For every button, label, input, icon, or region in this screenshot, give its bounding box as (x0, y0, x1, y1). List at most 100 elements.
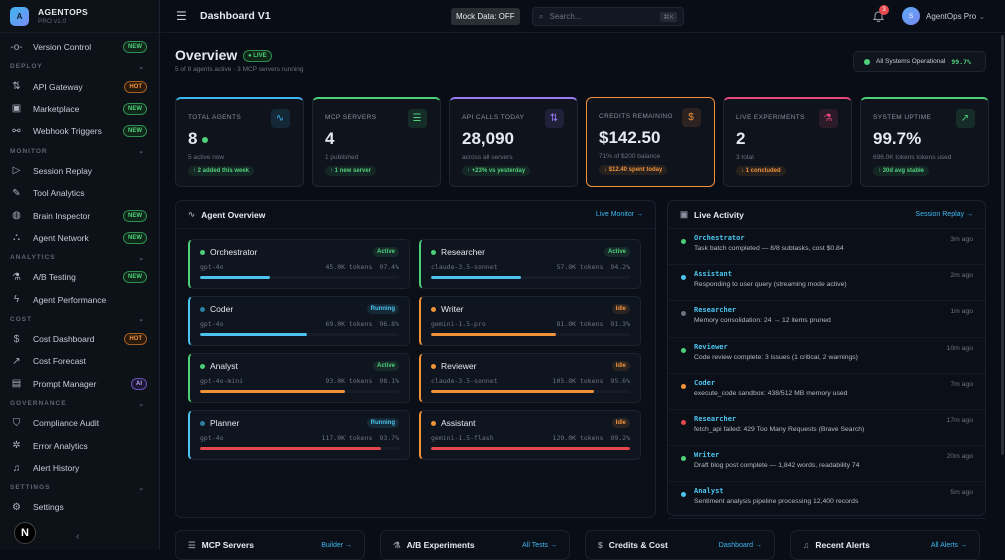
api-icon: ⇅ (544, 109, 564, 128)
topbar: ☰ Dashboard V1 Mock Data: OFF ⌕ Search..… (161, 0, 1005, 33)
activity-message: Sentiment analysis pipeline processing 1… (694, 498, 859, 506)
hot-badge: HOT (124, 80, 147, 93)
activity-item[interactable]: Orchestrator Task batch completed — 8/8 s… (668, 229, 985, 266)
sidebar-item-webhook-triggers[interactable]: ⚯ Webhook Triggers NEW (0, 120, 159, 142)
stat-subtitle: 696.0K tokens tokens used (873, 154, 952, 161)
agent-tokens: 93.0K tokens (325, 377, 373, 385)
sidebar-item-brain-inspector[interactable]: ◍ Brain Inspector NEW (0, 204, 159, 226)
sidebar-section-cost[interactable]: COST ⌄ (0, 311, 159, 328)
git-commit-icon: -o- (10, 41, 23, 53)
activity-item[interactable]: Reviewer Code review complete: 3 issues (… (668, 338, 985, 374)
stat-card-system-uptime[interactable]: SYSTEM UPTIME ↗ 99.7% 696.0K tokens toke… (860, 97, 989, 187)
collapse-sidebar-icon[interactable]: ‹ (76, 531, 80, 542)
agent-model: gpt-4o (200, 263, 224, 271)
status-dot (681, 383, 686, 389)
sidebar-item-version-control[interactable]: -o- Version Control NEW (0, 36, 159, 58)
sidebar-item-cost-forecast[interactable]: ↗ Cost Forecast (0, 350, 159, 372)
wrench-icon: ✎ (12, 187, 21, 199)
agent-card[interactable]: Analyst Active gpt-4o-mini 93.0K tokens 98.… (188, 353, 410, 403)
flask-icon: ⚗ (818, 109, 838, 128)
agent-card[interactable]: Writer Idle gemini-1.5-pro 81.0K tokens 91.… (419, 296, 641, 346)
activity-time: 20m ago (946, 453, 973, 461)
agent-card[interactable]: Assistant Idle gemini-1.5-flash 129.0K tok… (419, 410, 641, 460)
avatar[interactable]: S (902, 7, 920, 25)
activity-message: Code review complete: 3 issues (1 critic… (694, 353, 858, 361)
agent-model: gpt-4o (200, 320, 224, 328)
sidebar-item-error-analytics[interactable]: ✲ Error Analytics (0, 434, 159, 456)
live-monitor-link[interactable]: Live Monitor → (595, 211, 643, 218)
activity-message: execute_code sandbox: 438/512 MB memory … (694, 389, 848, 397)
sidebar-item-marketplace[interactable]: ▣ Marketplace NEW (0, 98, 159, 120)
sidebar-item-label: Settings (33, 502, 64, 513)
panel-link[interactable]: All Alerts → (930, 541, 967, 549)
activity-item[interactable]: Coder execute_code sandbox: 438/512 MB me… (668, 374, 985, 410)
sidebar-item-alert-history[interactable]: ♫ Alert History (0, 457, 159, 479)
activity-time: 10m ago (946, 344, 973, 352)
stat-value: 4 (325, 129, 335, 148)
agent-card[interactable]: Researcher Active claude-3.5-sonnet 57.0K … (419, 239, 641, 289)
panel-link[interactable]: Dashboard → (718, 541, 762, 549)
sidebar-item-settings[interactable]: ⚙ Settings (0, 496, 159, 518)
brand[interactable]: A AGENTOPS PRO v1.0 (0, 0, 159, 33)
agent-name: Writer (441, 304, 464, 314)
chevron-down-icon: ⌄ (138, 148, 145, 156)
stat-title: MCP SERVERS (325, 114, 377, 121)
sidebar-item-a-b-testing[interactable]: ⚗ A/B Testing NEW (0, 266, 159, 288)
activity-item[interactable]: Researcher fetch_api failed: 429 Too Many… (668, 410, 985, 447)
agent-success-rate: 99.2% (610, 434, 630, 442)
sidebar-section-monitor[interactable]: MONITOR ⌄ (0, 143, 159, 160)
activity-item[interactable]: Writer Draft blog post complete — 1,842 w… (668, 446, 985, 483)
mock-data-toggle[interactable]: Mock Data: OFF (451, 8, 520, 25)
stat-card-total-agents[interactable]: TOTAL AGENTS ∿ 8 5 active now ↑ 2 added … (175, 97, 304, 187)
server-icon: ☰ (407, 109, 427, 128)
stat-change: ↓ 1 concluded (736, 166, 786, 176)
usage-bar-fill (431, 333, 557, 336)
new-badge: NEW (123, 231, 147, 244)
sidebar-item-api-gateway[interactable]: ⇅ API Gateway HOT (0, 75, 159, 97)
activity-item[interactable]: Analyst Sentiment analysis pipeline proce… (668, 482, 985, 519)
sidebar-section-settings[interactable]: SETTINGS ⌄ (0, 479, 159, 496)
scrollbar[interactable] (1001, 35, 1004, 455)
dollar-icon: $ (13, 333, 20, 345)
sidebar-item-agent-network[interactable]: ⛬ Agent Network NEW (0, 227, 159, 249)
stat-card-credits-remaining[interactable]: CREDITS REMAINING $ $142.50 71% of $200 … (586, 97, 715, 187)
sidebar-item-session-replay[interactable]: ▷ Session Replay (0, 160, 159, 182)
sidebar-item-compliance-audit[interactable]: ⛉ Compliance Audit (0, 412, 159, 434)
menu-icon[interactable]: ☰ (176, 9, 187, 23)
status-dot (431, 420, 436, 426)
stat-change: ↑ +23% vs yesterday (462, 166, 531, 176)
sidebar-item-cost-dashboard[interactable]: $ Cost Dashboard HOT (0, 328, 159, 350)
agent-card[interactable]: Orchestrator Active gpt-4o 45.0K tokens 97.… (188, 239, 410, 289)
stat-card-mcp-servers[interactable]: MCP SERVERS ☰ 4 1 published ↑ 1 new serv… (312, 97, 441, 187)
status-badge: Running (366, 418, 399, 428)
search-input[interactable]: ⌕ Search... ⌘K (532, 7, 684, 26)
sidebar-section-governance[interactable]: GOVERNANCE ⌄ (0, 395, 159, 412)
panel-mcp-servers: ☰ MCP Servers Builder → (175, 530, 365, 560)
panel-link[interactable]: Builder → (321, 541, 352, 549)
sidebar-section-analytics[interactable]: ANALYTICS ⌄ (0, 249, 159, 266)
stat-card-api-calls-today[interactable]: API CALLS TODAY ⇅ 28,090 across all serv… (449, 97, 578, 187)
sidebar-item-agent-performance[interactable]: ϟ Agent Performance (0, 289, 159, 311)
agent-card[interactable]: Coder Running gpt-4o 69.0K tokens 96.8% (188, 296, 410, 346)
agent-card[interactable]: Reviewer Idle claude-3.5-sonnet 105.0K tok… (419, 353, 641, 403)
status-badge: Active (372, 247, 399, 257)
shopping-bag-icon: ▣ (11, 103, 22, 115)
activity-item[interactable]: Researcher Memory consolidation: 24 → 12 … (668, 301, 985, 338)
stat-card-live-experiments[interactable]: LIVE EXPERIMENTS ⚗ 2 3 total ↓ 1 conclud… (723, 97, 852, 187)
user-name: AgentOps Pro (926, 11, 977, 21)
session-replay-link[interactable]: Session Replay → (915, 211, 973, 218)
n-logo-button[interactable]: N (14, 522, 36, 544)
panel-link[interactable]: All Tests → (522, 541, 557, 549)
bell-icon: ♫ (803, 540, 810, 550)
user-menu[interactable]: AgentOps Pro ⌄ (926, 12, 985, 21)
chevron-down-icon: ⌄ (138, 484, 145, 492)
usage-bar (200, 390, 399, 393)
sidebar-item-prompt-manager[interactable]: ▤ Prompt Manager AI (0, 373, 159, 395)
usage-bar (431, 333, 630, 336)
sidebar-section-deploy[interactable]: DEPLOY ⌄ (0, 58, 159, 75)
bell-icon: ♫ (12, 462, 21, 474)
agent-card[interactable]: Planner Running gpt-4o 117.0K tokens 93.7% (188, 410, 410, 460)
activity-message: Task batch completed — 8/8 subtasks, cos… (694, 245, 844, 252)
sidebar-item-tool-analytics[interactable]: ✎ Tool Analytics (0, 182, 159, 204)
activity-item[interactable]: Assistant Responding to user query (strea… (668, 265, 985, 302)
